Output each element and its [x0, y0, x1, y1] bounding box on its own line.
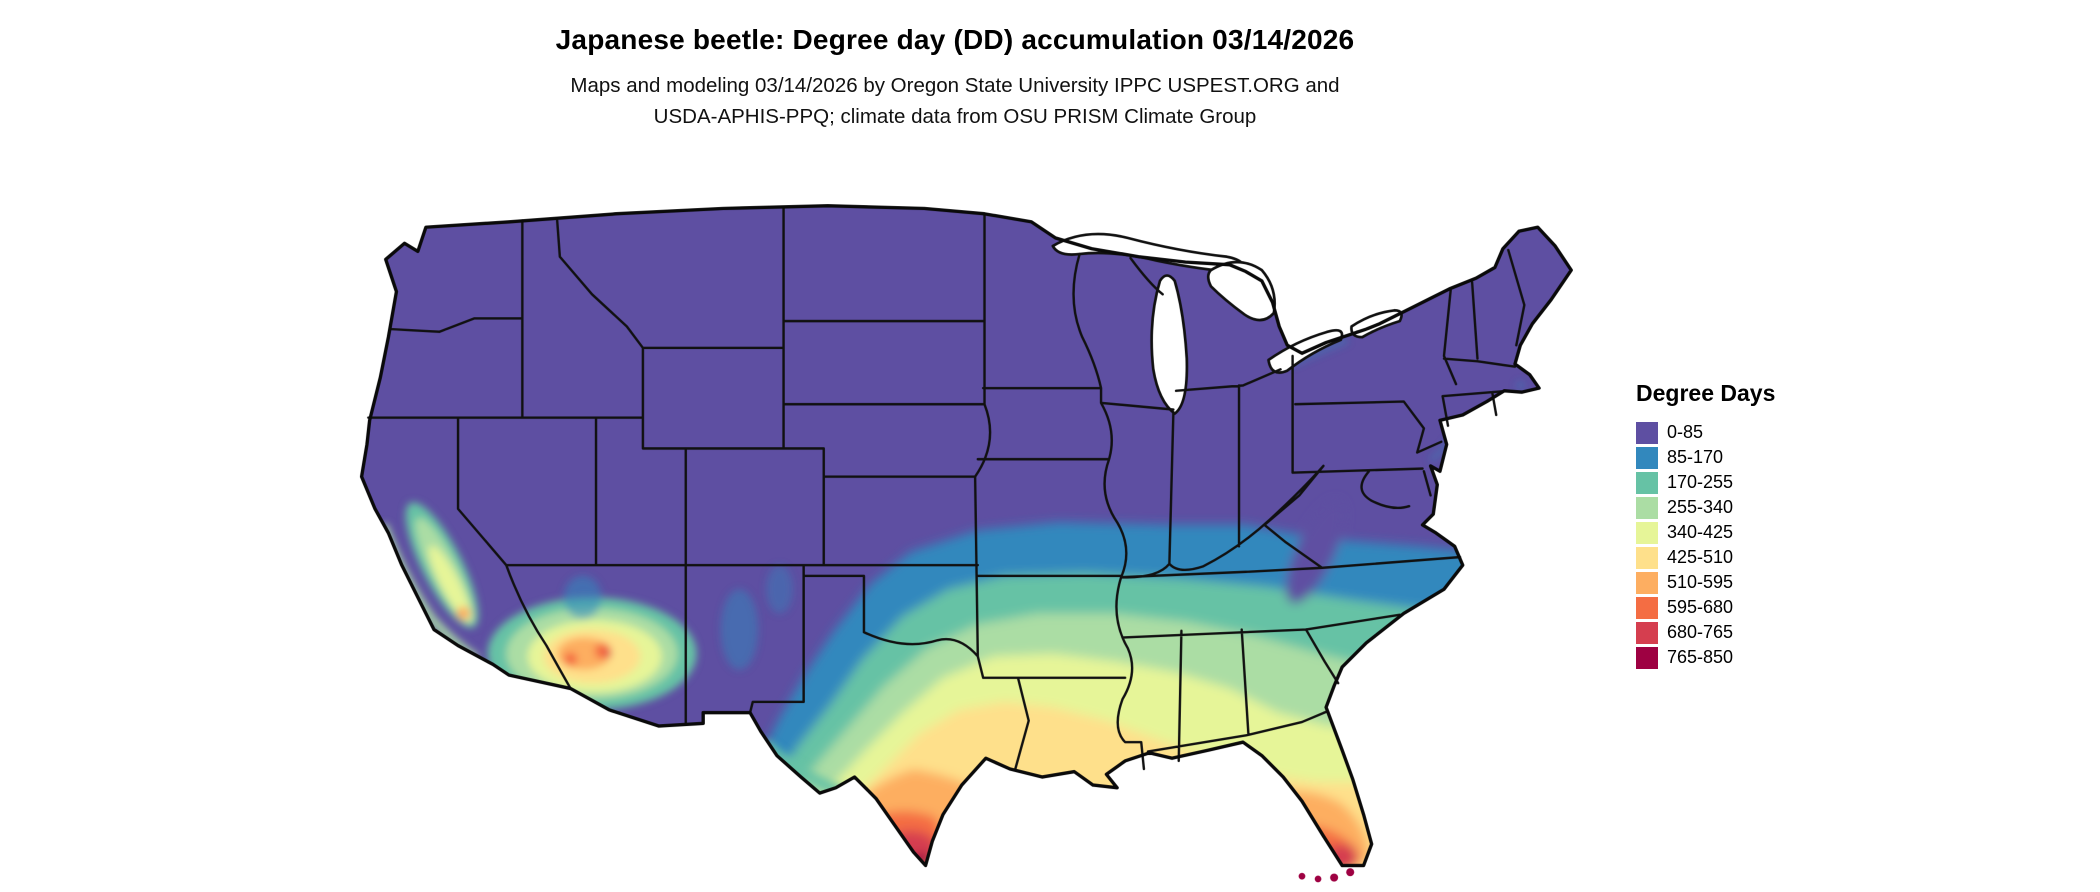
desert-red-spot [604, 650, 612, 658]
us-outline [359, 204, 1573, 868]
legend-label: 680-765 [1667, 622, 1734, 642]
subtitle-line-1: Maps and modeling 03/14/2026 by Oregon S… [570, 74, 1340, 97]
keys-dot [1346, 868, 1355, 877]
subtitle-line-2: USDA-APHIS-PPQ; climate data from OSU PR… [653, 105, 1257, 128]
page-title: Japanese beetle: Degree day (DD) accumul… [555, 24, 1355, 55]
legend-item: 340-425 [1636, 520, 1775, 545]
legend-label: 0-85 [1667, 422, 1704, 442]
legend-item: 255-340 [1636, 495, 1775, 520]
central-valley-hot-spot [456, 606, 471, 621]
legend-label: 255-340 [1667, 497, 1734, 517]
legend-label: 340-425 [1667, 522, 1734, 542]
legend-item: 425-510 [1636, 545, 1775, 570]
legend-swatch [1636, 446, 1658, 469]
keys-dot [1330, 873, 1339, 882]
legend-swatch [1636, 546, 1658, 569]
legend-item: 85-170 [1636, 445, 1775, 470]
legend-item: 595-680 [1636, 595, 1775, 620]
legend-label: 595-680 [1667, 597, 1734, 617]
central-valley-yellow [428, 545, 472, 623]
legend: Degree Days 0-85 85-170 170-255 255-340 … [1636, 380, 1775, 670]
legend-label: 510-595 [1667, 572, 1734, 592]
new-mexico-riogrande-warm [720, 589, 759, 670]
lake-michigan [1150, 274, 1189, 415]
us-degree-day-map [308, 187, 1594, 891]
legend-item: 765-850 [1636, 645, 1775, 670]
florida-keys [1298, 868, 1355, 883]
legend-label: 765-850 [1667, 647, 1734, 667]
southern-nevada-warm [563, 575, 602, 619]
legend-swatch [1636, 621, 1658, 644]
legend-label: 85-170 [1667, 447, 1724, 467]
legend-swatch [1636, 596, 1658, 619]
legend-title: Degree Days [1636, 380, 1776, 406]
map-fill-layer [361, 205, 1572, 866]
legend-swatch [1636, 571, 1658, 594]
legend-swatch [1636, 421, 1658, 444]
lake-huron [1206, 260, 1276, 322]
legend-swatch [1636, 521, 1658, 544]
legend-label: 425-510 [1667, 547, 1734, 567]
state-borders [367, 205, 1526, 771]
legend-swatch [1636, 646, 1658, 669]
us-map-svg [359, 204, 1573, 883]
new-mexico-east-warm [766, 565, 793, 614]
legend-item: 680-765 [1636, 620, 1775, 645]
legend-item: 0-85 [1636, 420, 1775, 445]
appalachian-cool-pocket [1286, 500, 1345, 604]
legend-item: 510-595 [1636, 570, 1775, 595]
cape-cod-fringe [1516, 381, 1525, 390]
legend-swatch [1636, 496, 1658, 519]
header: Japanese beetle: Degree day (DD) accumul… [0, 24, 1910, 132]
legend-swatch [1636, 471, 1658, 494]
legend-item: 170-255 [1636, 470, 1775, 495]
legend-label: 170-255 [1667, 472, 1734, 492]
map-subtitle: Maps and modeling 03/14/2026 by Oregon S… [0, 70, 1910, 132]
dd-western-pockets [378, 337, 1525, 799]
keys-dot [1314, 875, 1322, 883]
keys-dot [1298, 872, 1306, 880]
yuma-hot-spot [563, 652, 578, 666]
